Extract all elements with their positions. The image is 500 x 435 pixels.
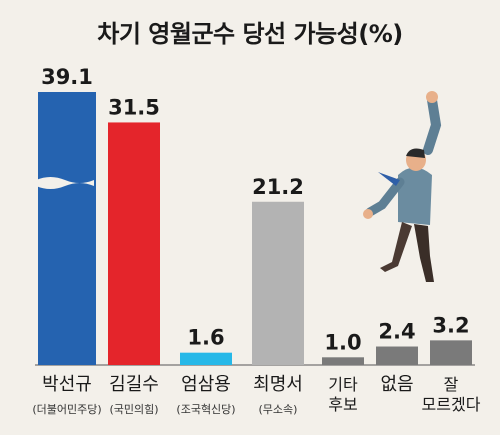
bar-0	[38, 92, 96, 365]
value-label-3: 21.2	[252, 175, 304, 199]
category-label-4: 기타	[328, 375, 358, 394]
category-label-6: 모르겠다	[422, 395, 481, 414]
value-label-5: 2.4	[378, 320, 415, 344]
category-label-4: 후보	[328, 395, 357, 414]
category-label-5: 없음	[380, 374, 413, 395]
category-label-0: 박선규	[42, 374, 92, 395]
bar-6	[430, 340, 472, 365]
party-label-1: (국민의힘)	[109, 403, 158, 416]
value-label-2: 1.6	[187, 326, 224, 350]
chart-title: 차기 영월군수 당선 가능성(%)	[97, 20, 403, 48]
party-label-2: (조국혁신당)	[176, 403, 235, 416]
value-label-6: 3.2	[432, 313, 469, 337]
category-label-1: 김길수	[109, 374, 159, 395]
value-label-4: 1.0	[324, 330, 361, 354]
category-label-6: 잘	[444, 375, 459, 394]
value-label-0: 39.1	[41, 65, 93, 89]
value-label-1: 31.5	[108, 95, 160, 119]
bar-3	[252, 201, 304, 365]
bar-1	[108, 122, 160, 365]
party-label-3: (무소속)	[259, 403, 298, 416]
category-label-2: 엄삼용	[181, 374, 231, 395]
party-label-0: (더불어민주당)	[32, 403, 101, 416]
axis-break-mark	[36, 177, 94, 189]
bar-5	[376, 346, 418, 365]
bar-2	[180, 352, 232, 365]
bar-4	[322, 357, 364, 365]
cheering-man-illustration	[363, 91, 442, 282]
category-label-3: 최명서	[253, 374, 303, 395]
